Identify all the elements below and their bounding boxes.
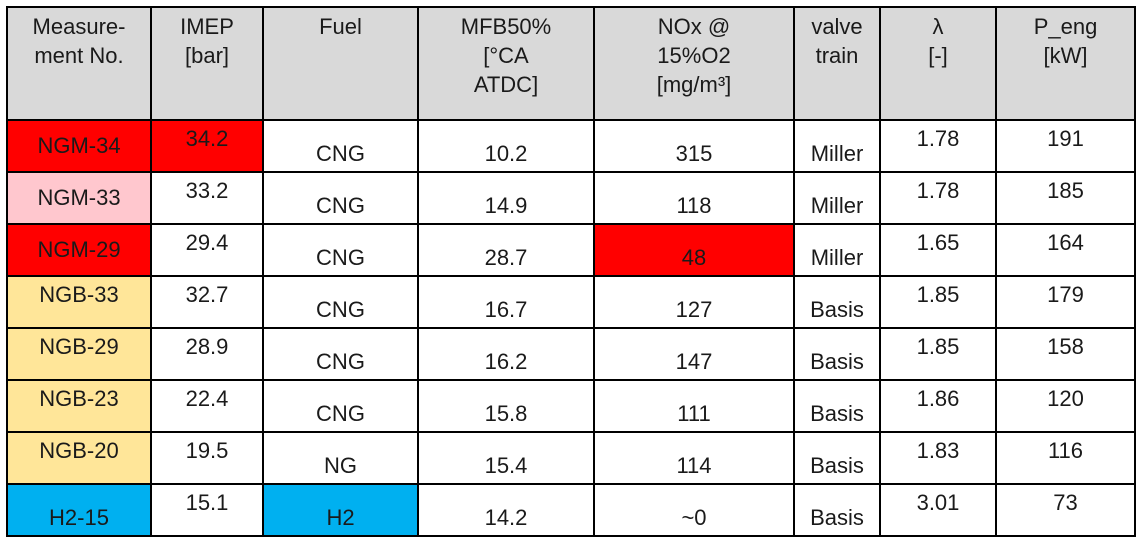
cell-imep: 34.2 [150, 119, 264, 173]
header-fuel: Fuel [262, 6, 419, 121]
cell-fuel: CNG [262, 171, 419, 225]
cell-p-eng: 116 [995, 431, 1136, 485]
table-row: NGB-29 28.9 CNG 16.2 147 Basis 1.85 158 [6, 327, 1136, 381]
header-text: [bar] [184, 43, 230, 68]
cell-p-eng: 179 [995, 275, 1136, 329]
cell-measurement-no: NGB-33 [6, 275, 152, 329]
cell-fuel: NG [262, 431, 419, 485]
cell-fuel: CNG [262, 275, 419, 329]
cell-valve-train: Basis [793, 327, 881, 381]
cell-lambda: 1.83 [879, 431, 997, 485]
cell-valve-train: Basis [793, 483, 881, 537]
cell-valve-train: Miller [793, 119, 881, 173]
cell-mfb50: 10.2 [417, 119, 595, 173]
cell-valve-train: Miller [793, 223, 881, 277]
cell-measurement-no: NGM-29 [6, 223, 152, 277]
table-row: NGB-23 22.4 CNG 15.8 111 Basis 1.86 120 [6, 379, 1136, 433]
cell-mfb50: 16.7 [417, 275, 595, 329]
cell-nox: 114 [593, 431, 795, 485]
table-row: NGM-33 33.2 CNG 14.9 118 Miller 1.78 185 [6, 171, 1136, 225]
cell-p-eng: 120 [995, 379, 1136, 433]
cell-valve-train: Basis [793, 275, 881, 329]
cell-valve-train: Miller [793, 171, 881, 225]
table-row: NGB-20 19.5 NG 15.4 114 Basis 1.83 116 [6, 431, 1136, 485]
cell-mfb50: 15.8 [417, 379, 595, 433]
cell-nox: 48 [593, 223, 795, 277]
header-text: NOx @ [657, 14, 731, 39]
cell-mfb50: 14.9 [417, 171, 595, 225]
cell-imep: 29.4 [150, 223, 264, 277]
header-mfb50: MFB50% [°CA ATDC] [417, 6, 595, 121]
header-text: MFB50% [460, 14, 552, 39]
header-valve-train: valve train [793, 6, 881, 121]
cell-imep: 15.1 [150, 483, 264, 537]
cell-lambda: 1.78 [879, 171, 997, 225]
cell-lambda: 1.78 [879, 119, 997, 173]
header-text: [°CA [483, 43, 529, 68]
cell-measurement-no: NGM-33 [6, 171, 152, 225]
header-lambda: λ [-] [879, 6, 997, 121]
header-text: [mg/m³] [656, 72, 732, 97]
table-row: H2-15 15.1 H2 14.2 ~0 Basis 3.01 73 [6, 483, 1136, 537]
cell-lambda: 1.65 [879, 223, 997, 277]
cell-p-eng: 158 [995, 327, 1136, 381]
cell-fuel: CNG [262, 379, 419, 433]
cell-nox: 127 [593, 275, 795, 329]
cell-mfb50: 14.2 [417, 483, 595, 537]
cell-measurement-no: NGM-34 [6, 119, 152, 173]
header-text: P_eng [1033, 14, 1098, 39]
cell-nox: 147 [593, 327, 795, 381]
header-text: [kW] [1043, 43, 1088, 68]
cell-imep: 33.2 [150, 171, 264, 225]
cell-lambda: 3.01 [879, 483, 997, 537]
cell-mfb50: 15.4 [417, 431, 595, 485]
header-nox: NOx @ 15%O2 [mg/m³] [593, 6, 795, 121]
header-measurement-no: Measure- ment No. [6, 6, 152, 121]
cell-imep: 28.9 [150, 327, 264, 381]
header-text: λ [932, 14, 944, 39]
cell-lambda: 1.85 [879, 275, 997, 329]
cell-imep: 22.4 [150, 379, 264, 433]
header-text: valve [811, 14, 863, 39]
cell-measurement-no: NGB-23 [6, 379, 152, 433]
header-imep: IMEP [bar] [150, 6, 264, 121]
cell-lambda: 1.86 [879, 379, 997, 433]
cell-measurement-no: NGB-20 [6, 431, 152, 485]
cell-fuel: H2 [262, 483, 419, 537]
header-p-eng: P_eng [kW] [995, 6, 1136, 121]
cell-nox: ~0 [593, 483, 795, 537]
cell-imep: 19.5 [150, 431, 264, 485]
cell-fuel: CNG [262, 223, 419, 277]
table-row: NGM-34 34.2 CNG 10.2 315 Miller 1.78 191 [6, 119, 1136, 173]
cell-mfb50: 16.2 [417, 327, 595, 381]
cell-measurement-no: NGB-29 [6, 327, 152, 381]
header-text: ATDC] [473, 72, 539, 97]
cell-nox: 118 [593, 171, 795, 225]
header-text: train [815, 43, 859, 68]
cell-valve-train: Basis [793, 431, 881, 485]
cell-p-eng: 73 [995, 483, 1136, 537]
header-text: [-] [928, 43, 948, 68]
header-text: Measure- [32, 14, 126, 39]
header-text: 15%O2 [657, 43, 731, 68]
cell-measurement-no: H2-15 [6, 483, 152, 537]
cell-fuel: CNG [262, 327, 419, 381]
header-text: ment No. [34, 43, 124, 68]
cell-mfb50: 28.7 [417, 223, 595, 277]
cell-p-eng: 185 [995, 171, 1136, 225]
cell-valve-train: Basis [793, 379, 881, 433]
header-row: Measure- ment No. IMEP [bar] Fuel MFB50%… [6, 6, 1136, 121]
cell-lambda: 1.85 [879, 327, 997, 381]
table-row: NGB-33 32.7 CNG 16.7 127 Basis 1.85 179 [6, 275, 1136, 329]
table-row: NGM-29 29.4 CNG 28.7 48 Miller 1.65 164 [6, 223, 1136, 277]
cell-imep: 32.7 [150, 275, 264, 329]
header-text: Fuel [319, 14, 362, 39]
header-text: IMEP [180, 14, 234, 39]
cell-nox: 111 [593, 379, 795, 433]
measurement-table: Measure- ment No. IMEP [bar] Fuel MFB50%… [6, 6, 1136, 537]
cell-nox: 315 [593, 119, 795, 173]
cell-fuel: CNG [262, 119, 419, 173]
cell-p-eng: 164 [995, 223, 1136, 277]
cell-p-eng: 191 [995, 119, 1136, 173]
